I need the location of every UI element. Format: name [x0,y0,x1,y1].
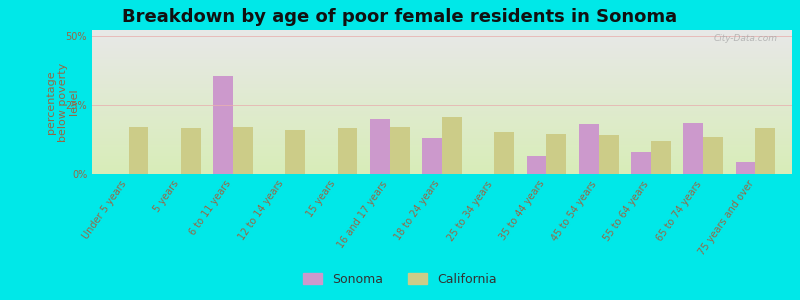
Bar [442,117,462,174]
Bar [598,135,618,174]
Bar [181,128,201,174]
Bar [286,130,305,174]
Bar [579,124,598,174]
Bar [233,127,253,174]
Bar [631,152,651,174]
Bar [213,76,233,174]
Text: Breakdown by age of poor female residents in Sonoma: Breakdown by age of poor female resident… [122,8,678,26]
Text: City-Data.com: City-Data.com [714,34,778,43]
Bar [338,128,358,174]
Bar [129,127,149,174]
Bar [494,133,514,174]
Y-axis label: percentage
below poverty
level: percentage below poverty level [46,62,79,142]
Bar [755,128,775,174]
Bar [651,141,671,174]
Bar [703,136,723,174]
Bar [370,118,390,174]
Bar [526,156,546,174]
Bar [390,127,410,174]
Bar [683,123,703,174]
Bar [422,138,442,174]
Bar [735,161,755,174]
Legend: Sonoma, California: Sonoma, California [298,268,502,291]
Bar [546,134,566,174]
